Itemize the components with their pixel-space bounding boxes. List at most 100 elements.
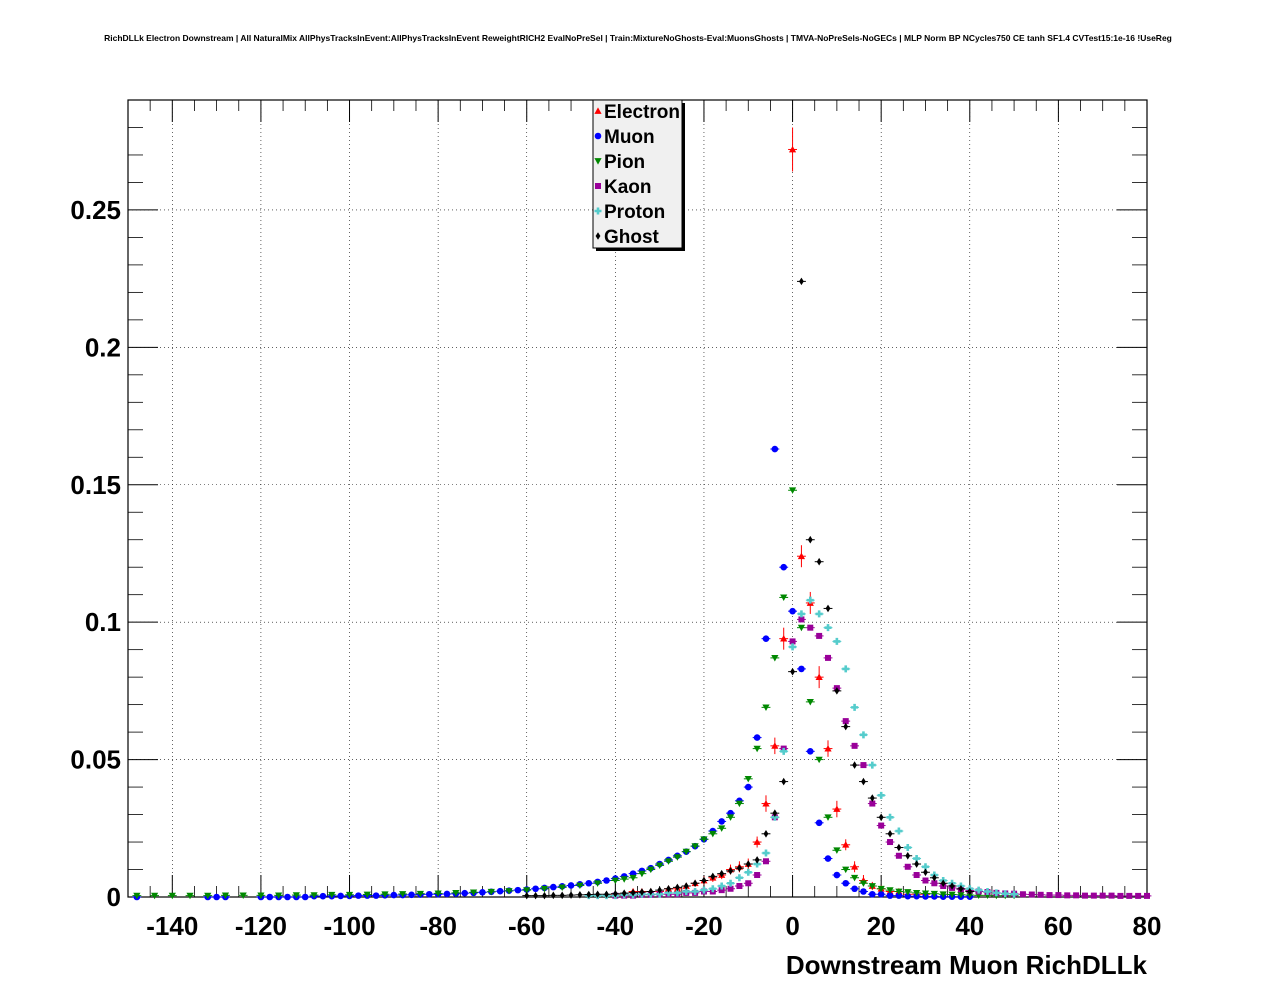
data-point bbox=[762, 704, 770, 711]
data-point bbox=[1019, 891, 1026, 898]
data-point bbox=[744, 783, 752, 791]
data-point bbox=[558, 884, 566, 891]
data-point bbox=[806, 698, 814, 706]
series-pion bbox=[132, 487, 1019, 900]
data-point bbox=[966, 892, 974, 899]
data-point bbox=[878, 813, 884, 822]
data-point bbox=[753, 838, 761, 845]
data-point bbox=[895, 888, 903, 896]
data-point bbox=[682, 848, 690, 856]
data-point bbox=[577, 891, 583, 899]
data-point bbox=[948, 891, 956, 899]
data-point bbox=[904, 889, 912, 896]
x-axis-title: Downstream Muon RichDLLk bbox=[786, 950, 1148, 980]
data-point bbox=[719, 869, 725, 878]
data-point bbox=[753, 860, 761, 868]
data-point bbox=[612, 889, 618, 898]
data-point bbox=[568, 891, 574, 899]
data-point bbox=[355, 892, 362, 899]
data-point bbox=[824, 744, 832, 752]
data-point bbox=[629, 874, 637, 882]
data-point bbox=[904, 863, 911, 870]
data-point bbox=[984, 888, 992, 896]
data-point bbox=[621, 889, 627, 897]
data-point bbox=[576, 882, 584, 890]
data-point bbox=[745, 860, 751, 868]
data-point bbox=[452, 889, 460, 897]
x-tick-label: 80 bbox=[1133, 911, 1162, 941]
data-point bbox=[1010, 890, 1018, 898]
y-tick-label: 0.25 bbox=[70, 195, 121, 225]
data-point bbox=[647, 866, 655, 874]
data-point bbox=[1046, 892, 1053, 899]
data-point bbox=[469, 889, 478, 896]
data-point bbox=[816, 557, 822, 566]
data-point bbox=[213, 893, 220, 901]
legend-label-ghost: Ghost bbox=[604, 227, 660, 248]
data-point bbox=[913, 855, 921, 863]
data-point bbox=[204, 892, 212, 900]
data-point bbox=[789, 607, 796, 615]
data-point bbox=[523, 887, 531, 894]
data-point bbox=[807, 624, 814, 631]
data-point bbox=[780, 635, 788, 642]
data-point bbox=[860, 888, 867, 895]
data-point bbox=[887, 829, 893, 838]
data-point bbox=[816, 632, 823, 639]
data-point bbox=[533, 891, 538, 900]
data-point bbox=[372, 892, 380, 899]
data-point bbox=[780, 594, 788, 602]
data-point bbox=[363, 891, 371, 899]
data-marks bbox=[132, 127, 1152, 901]
data-point bbox=[639, 888, 645, 896]
series-ghost bbox=[522, 277, 975, 900]
data-point bbox=[745, 880, 752, 887]
data-point bbox=[834, 687, 840, 695]
data-point bbox=[762, 858, 769, 865]
data-point bbox=[886, 813, 894, 821]
data-point bbox=[1081, 892, 1088, 899]
data-point bbox=[390, 891, 398, 899]
data-point bbox=[824, 814, 832, 821]
data-point bbox=[505, 888, 513, 895]
data-point bbox=[665, 889, 673, 897]
data-point bbox=[939, 891, 947, 898]
data-point bbox=[797, 552, 806, 560]
data-point bbox=[940, 879, 946, 888]
data-point bbox=[620, 876, 628, 883]
data-point bbox=[850, 863, 859, 870]
data-point bbox=[851, 703, 859, 711]
data-point bbox=[239, 892, 247, 899]
data-point bbox=[586, 890, 592, 899]
data-point bbox=[923, 868, 928, 877]
data-point bbox=[913, 889, 921, 897]
data-point bbox=[1135, 892, 1142, 899]
data-point bbox=[896, 843, 902, 852]
legend-marker-ghost bbox=[595, 232, 601, 240]
data-point bbox=[301, 893, 309, 901]
data-point bbox=[709, 885, 717, 893]
data-point bbox=[133, 892, 141, 900]
legend-marker-muon bbox=[594, 132, 602, 140]
data-point bbox=[859, 880, 868, 887]
data-point bbox=[1108, 892, 1115, 899]
data-point bbox=[825, 654, 832, 661]
data-point bbox=[550, 891, 556, 900]
data-point bbox=[931, 873, 937, 882]
data-point bbox=[700, 886, 708, 894]
x-tick-label: -60 bbox=[508, 911, 546, 941]
data-point bbox=[904, 844, 912, 852]
data-point bbox=[266, 893, 274, 901]
data-point bbox=[585, 879, 593, 887]
data-point bbox=[487, 888, 495, 896]
data-point bbox=[550, 883, 557, 891]
data-point bbox=[540, 885, 549, 893]
data-point bbox=[789, 643, 797, 651]
data-point bbox=[1090, 892, 1097, 899]
data-point bbox=[797, 624, 806, 632]
data-point bbox=[967, 887, 973, 896]
data-point bbox=[656, 862, 664, 869]
data-point bbox=[275, 892, 283, 899]
data-point bbox=[921, 863, 929, 871]
x-tick-label: -20 bbox=[685, 911, 723, 941]
